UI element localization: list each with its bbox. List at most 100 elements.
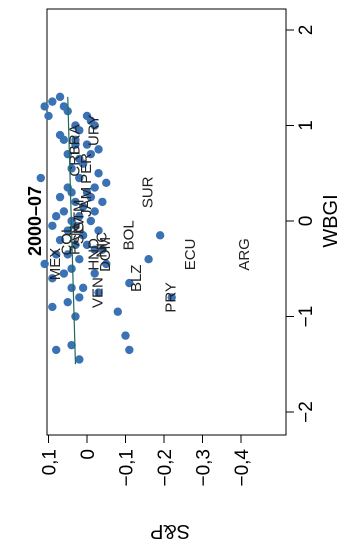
country-label: BLZ <box>128 265 145 293</box>
data-point <box>94 169 103 178</box>
data-point <box>102 259 111 269</box>
y-tick-label: 0,1 <box>40 449 61 475</box>
data-point <box>86 149 96 159</box>
data-point <box>48 97 57 106</box>
data-point <box>52 345 61 355</box>
x-tick-label: 1 <box>296 120 317 131</box>
data-point <box>71 140 80 149</box>
y-axis: 0,1 0 −0,1 −0,2 −0,3 −0,4 <box>40 435 253 487</box>
country-label: JAM <box>78 187 95 217</box>
data-point <box>98 245 107 254</box>
chart-title: 2000–07 <box>25 186 45 256</box>
data-point <box>75 355 84 364</box>
data-point <box>102 178 111 187</box>
data-point <box>144 255 153 264</box>
data-point <box>71 221 80 230</box>
country-label: PRY <box>163 282 180 313</box>
plot-frame <box>46 8 287 436</box>
points-layer <box>36 92 176 364</box>
country-label: ARG <box>236 238 253 271</box>
data-point <box>86 192 96 202</box>
country-label: HND <box>86 238 103 271</box>
data-point <box>155 231 165 240</box>
data-point <box>48 221 57 230</box>
x-tick-label: −2 <box>296 401 317 423</box>
country-label: MEX <box>47 248 64 281</box>
data-point <box>63 226 72 235</box>
data-point <box>59 135 69 145</box>
country-label: SLV <box>70 217 87 244</box>
y-tick-label: −0,4 <box>232 449 253 487</box>
data-point <box>71 197 80 207</box>
data-point <box>90 207 99 216</box>
country-label: PAN <box>66 225 83 255</box>
country-label: NIC <box>93 232 110 258</box>
data-point <box>36 173 45 183</box>
data-point <box>86 216 96 226</box>
data-point <box>75 212 84 221</box>
data-point <box>63 250 72 259</box>
country-label: PER <box>78 153 95 184</box>
y-tick-label: −0,2 <box>155 449 176 487</box>
y-tick-label: −0,1 <box>117 449 138 487</box>
data-point <box>52 212 61 221</box>
country-label: VEN <box>90 277 107 308</box>
country-label: DOM <box>97 237 114 272</box>
data-point <box>55 92 65 102</box>
x-tick-label: 2 <box>296 25 317 36</box>
data-point <box>52 250 61 259</box>
country-labels: URYCRIBRAPERSURBOLMEXCOLPANGTMJAMSLVHNDN… <box>47 115 253 313</box>
country-label: BOL <box>120 220 137 250</box>
data-point <box>71 312 80 321</box>
trend-layer <box>67 96 77 365</box>
country-label: CRI <box>66 151 83 177</box>
data-point <box>59 269 69 278</box>
data-point <box>90 269 99 278</box>
country-label: URY <box>86 115 103 146</box>
data-point <box>78 231 88 240</box>
data-point <box>94 288 103 297</box>
data-point <box>40 259 49 269</box>
data-point <box>75 173 84 183</box>
data-point <box>75 255 84 264</box>
data-point <box>48 274 57 283</box>
x-tick-label: −1 <box>296 306 317 328</box>
data-point <box>75 126 84 135</box>
y-tick-label: 0 <box>78 449 99 460</box>
data-point <box>78 202 88 211</box>
data-point <box>90 183 99 192</box>
data-point <box>125 345 134 355</box>
data-point <box>78 159 88 168</box>
data-point <box>90 245 99 254</box>
data-point <box>90 121 99 130</box>
data-point <box>59 207 69 216</box>
data-point <box>67 188 76 197</box>
data-point <box>75 293 84 302</box>
data-point <box>63 297 72 307</box>
y-axis-label: S&P <box>150 520 190 542</box>
data-point <box>48 302 57 312</box>
data-point <box>40 102 49 111</box>
data-point <box>67 340 76 350</box>
x-axis-label: WBGI <box>320 194 342 247</box>
data-point <box>125 278 134 288</box>
data-point <box>113 307 123 316</box>
trend-line <box>67 96 77 365</box>
data-point <box>78 283 88 293</box>
x-axis: −2 −1 0 1 2 <box>286 25 317 423</box>
country-label: GTM <box>70 200 87 233</box>
data-point <box>94 145 103 154</box>
country-label: SUR <box>140 176 157 208</box>
y-tick-label: −0,3 <box>194 449 215 487</box>
data-point <box>55 192 65 202</box>
data-point <box>98 197 107 207</box>
data-point <box>67 283 76 293</box>
country-label: ECU <box>182 239 199 271</box>
data-point <box>167 293 176 302</box>
data-point <box>82 140 92 149</box>
data-point <box>71 240 80 250</box>
data-point <box>82 240 92 250</box>
data-point <box>94 226 103 235</box>
